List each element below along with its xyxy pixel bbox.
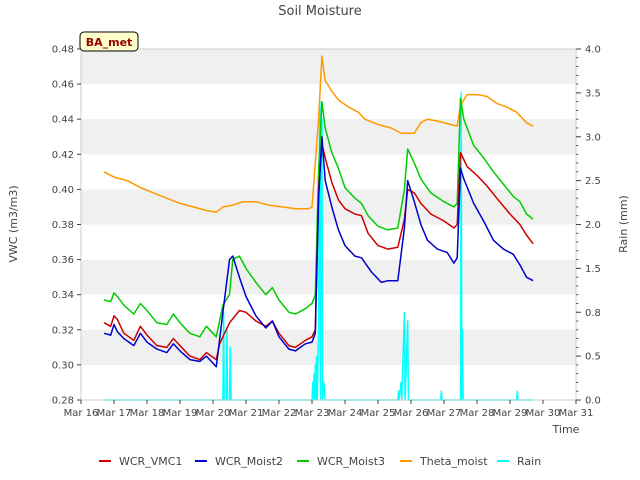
y-tick-label: 0.38 [52,220,74,231]
x-tick-label: Mar 21 [229,408,264,419]
x-tick-label: Mar 29 [493,408,528,419]
y-axis-label: VWC (m3/m3) [7,185,20,262]
legend-label: Theta_moist [419,455,488,468]
x-tick-label: Mar 19 [163,408,198,419]
y-axis-ticks: 0.28 0.30 0.32 0.34 0.36 0.38 0.40 0.42 0.44 0.46… [52,45,81,407]
y-tick-label: 0.36 [52,255,74,266]
x-tick-label: Mar 18 [130,408,165,419]
y-tick-label: 0.30 [52,360,74,371]
x-tick-label: Mar 24 [328,408,363,419]
chart-title: Soil Moisture [278,4,362,19]
x-tick-label: Mar 28 [460,408,495,419]
x-tick-label: Mar 16 [64,408,99,419]
y-tick-label: 0.40 [52,185,74,196]
y2-axis-label: Rain (mm) [617,195,630,253]
legend-label: Rain [517,455,541,468]
y-tick-label: 0.28 [52,396,74,407]
x-tick-label: Mar 27 [427,408,462,419]
grid-band [81,259,576,295]
y2-tick-label: 3.0 [585,132,601,143]
y-tick-label: 0.42 [52,150,74,161]
x-tick-label: Mar 26 [394,408,429,419]
y2-tick-label: 4.0 [585,45,601,56]
x-tick-label: Mar 31 [559,408,594,419]
x-tick-label: Mar 17 [97,408,132,419]
legend-item: WCR_Moist2 [195,455,283,468]
grid-band [81,49,576,85]
x-tick-label: Mar 20 [196,408,231,419]
legend-item: Rain [497,455,541,468]
y2-tick-label: 0.0 [585,396,601,407]
site-badge: BA_met [79,31,139,52]
y2-axis-ticks: 0.0 0.5 0.8 1.5 2.0 2.5 3.0 3.5 4.0 [576,45,601,407]
y-tick-label: 0.44 [52,115,74,126]
legend: WCR_VMC1 WCR_Moist2 WCR_Moist3 Theta_moist R… [99,455,541,468]
y-tick-label: 0.34 [52,290,74,301]
y2-tick-label: 3.5 [585,88,601,99]
series-line-theta-moist [103,55,534,213]
grid-band [81,119,576,155]
legend-item: WCR_Moist3 [297,455,385,468]
y2-tick-label: 2.0 [585,220,601,231]
y2-tick-label: 2.5 [585,176,601,187]
legend-label: WCR_Moist3 [317,455,385,468]
legend-label: WCR_Moist2 [215,455,283,468]
y-tick-label: 0.46 [52,80,74,91]
legend-item: WCR_VMC1 [99,455,182,468]
y-tick-label: 0.32 [52,325,74,336]
legend-item: Theta_moist [400,455,488,468]
y2-tick-label: 0.8 [585,308,601,319]
series-line-wcr-moist2 [103,136,534,368]
y2-tick-label: 0.5 [585,352,601,363]
site-badge-label: BA_met [86,36,133,49]
x-tick-label: Mar 22 [262,408,297,419]
legend-label: WCR_VMC1 [119,455,182,468]
x-tick-label: Mar 30 [526,408,561,419]
x-axis-label: Time [552,423,580,436]
x-tick-label: Mar 23 [295,408,330,419]
y2-tick-label: 1.5 [585,264,601,275]
x-tick-label: Mar 25 [361,408,396,419]
y-tick-label: 0.48 [52,45,74,56]
